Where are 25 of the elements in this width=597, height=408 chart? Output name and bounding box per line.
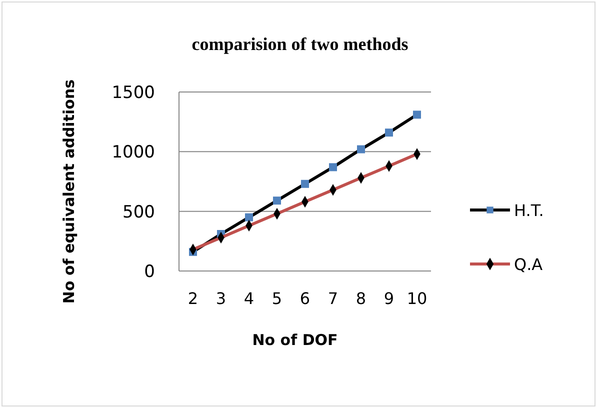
y-axis-title: No of equivalent additions (60, 79, 78, 304)
x-tick-label: 2 (188, 289, 198, 308)
legend-label: Q.A (514, 255, 543, 274)
x-tick-label: 7 (328, 289, 338, 308)
x-tick-label: 8 (356, 289, 366, 308)
chart-title: comparision of two methods (192, 34, 408, 54)
x-tick-label: 6 (300, 289, 310, 308)
point (245, 213, 253, 222)
x-tick-label: 3 (216, 289, 226, 308)
point (385, 128, 393, 137)
y-tick-label: 1000 (112, 142, 155, 163)
point (273, 196, 281, 205)
x-tick-label: 4 (244, 289, 254, 308)
point (413, 110, 421, 119)
legend-label: H.T. (514, 201, 544, 220)
x-tick-label: 10 (406, 289, 428, 308)
y-tick-label: 500 (122, 202, 155, 222)
point (329, 163, 337, 172)
point (301, 180, 309, 188)
x-axis-title: No of DOF (252, 331, 338, 349)
y-tick-label: 0 (144, 262, 155, 282)
point (357, 145, 365, 154)
x-tick-label: 5 (272, 289, 282, 308)
x-tick-label: 9 (384, 289, 394, 308)
y-tick-label: 1500 (112, 83, 155, 103)
